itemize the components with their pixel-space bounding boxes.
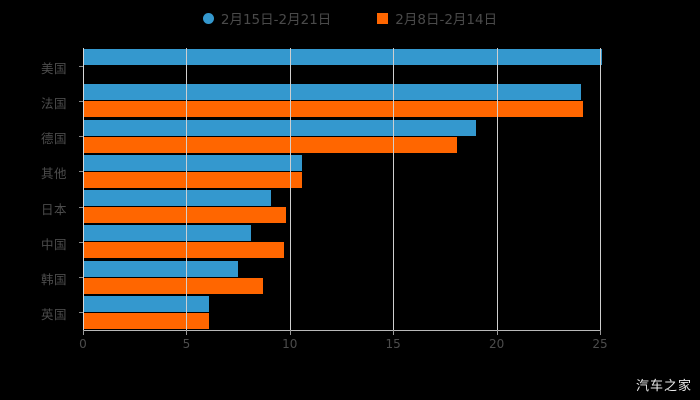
bar-1-series-1[interactable] <box>83 49 603 65</box>
bar-2-series-1[interactable] <box>83 84 582 101</box>
gridline-15 <box>393 48 395 330</box>
bar-3-series-1[interactable] <box>83 119 476 136</box>
y-axis-label-7: 韩国 <box>40 272 67 288</box>
y-axis-label-2: 法国 <box>40 95 67 111</box>
bar-5-series-1[interactable] <box>83 190 272 206</box>
x-axis-tick-5 <box>186 330 188 335</box>
legend-label-series-2: 2月8日-2月14日 <box>395 12 498 28</box>
y-axis-tick-8 <box>79 312 83 314</box>
x-axis-tick-0 <box>83 330 84 335</box>
bar-group-8 <box>83 295 600 330</box>
x-axis-label-25: 25 <box>592 337 608 351</box>
y-axis-tick-2 <box>79 100 83 102</box>
bar-8-series-2[interactable] <box>83 312 210 329</box>
bar-2-series-2[interactable] <box>83 101 584 118</box>
bar-4-series-1[interactable] <box>83 154 303 171</box>
y-axis-tick-7 <box>79 277 83 279</box>
bar-group-3 <box>83 119 600 154</box>
legend-label-series-1: 2月15日-2月21日 <box>220 12 332 28</box>
x-axis-label-20: 20 <box>488 337 505 351</box>
gridline-0 <box>83 48 84 330</box>
legend-item-series-1[interactable]: 2月15日-2月21日 <box>202 8 332 28</box>
gridline-25 <box>600 48 601 330</box>
bar-group-6 <box>83 224 600 259</box>
x-axis-label-0: 0 <box>79 337 87 351</box>
y-axis-tick-3 <box>79 136 83 138</box>
legend-marker-circle-icon <box>202 12 214 24</box>
x-axis-tick-25 <box>600 330 601 335</box>
y-axis-tick-1 <box>79 65 83 67</box>
y-axis-label-5: 日本 <box>40 201 67 217</box>
bar-6-series-1[interactable] <box>83 225 251 242</box>
bar-group-5 <box>83 189 600 224</box>
legend-marker-square-icon <box>377 12 389 24</box>
y-axis-label-6: 中国 <box>40 236 67 252</box>
bar-group-2 <box>83 83 600 118</box>
bar-group-7 <box>83 260 600 295</box>
y-axis-tick-6 <box>79 241 83 243</box>
x-axis-label-5: 5 <box>182 337 191 351</box>
x-axis-tick-10 <box>289 330 291 335</box>
bar-group-1 <box>83 48 603 83</box>
chart-legend: 2月15日-2月21日 2月8日-2月14日 <box>0 6 700 30</box>
bar-7-series-2[interactable] <box>83 277 263 294</box>
y-axis-label-3: 德国 <box>40 131 67 147</box>
gridline-5 <box>186 48 188 330</box>
plot-area <box>83 48 603 330</box>
y-axis-label-4: 其他 <box>40 166 67 182</box>
x-axis-tick-20 <box>496 330 498 335</box>
bar-6-series-2[interactable] <box>83 242 284 259</box>
bar-7-series-1[interactable] <box>83 260 239 277</box>
y-axis-tick-5 <box>79 206 83 208</box>
x-axis-tick-15 <box>393 330 395 335</box>
x-axis-label-15: 15 <box>385 337 401 351</box>
bar-8-series-1[interactable] <box>83 295 210 312</box>
gridline-10 <box>289 48 291 330</box>
bar-3-series-2[interactable] <box>83 136 458 153</box>
bar-4-series-2[interactable] <box>83 171 303 188</box>
bar-group-4 <box>83 154 600 189</box>
y-axis-label-8: 英国 <box>40 307 67 323</box>
gridline-20 <box>496 48 498 330</box>
watermark: 汽车之家 <box>635 379 692 394</box>
bar-5-series-2[interactable] <box>83 207 286 223</box>
y-axis-label-1: 美国 <box>40 60 67 76</box>
legend-item-series-2[interactable]: 2月8日-2月14日 <box>377 8 497 28</box>
y-axis-tick-4 <box>79 171 83 173</box>
x-axis-label-10: 10 <box>282 337 298 351</box>
x-axis-line <box>83 330 601 331</box>
y-axis-labels: 美国法国德国其他日本中国韩国英国 <box>0 48 83 330</box>
